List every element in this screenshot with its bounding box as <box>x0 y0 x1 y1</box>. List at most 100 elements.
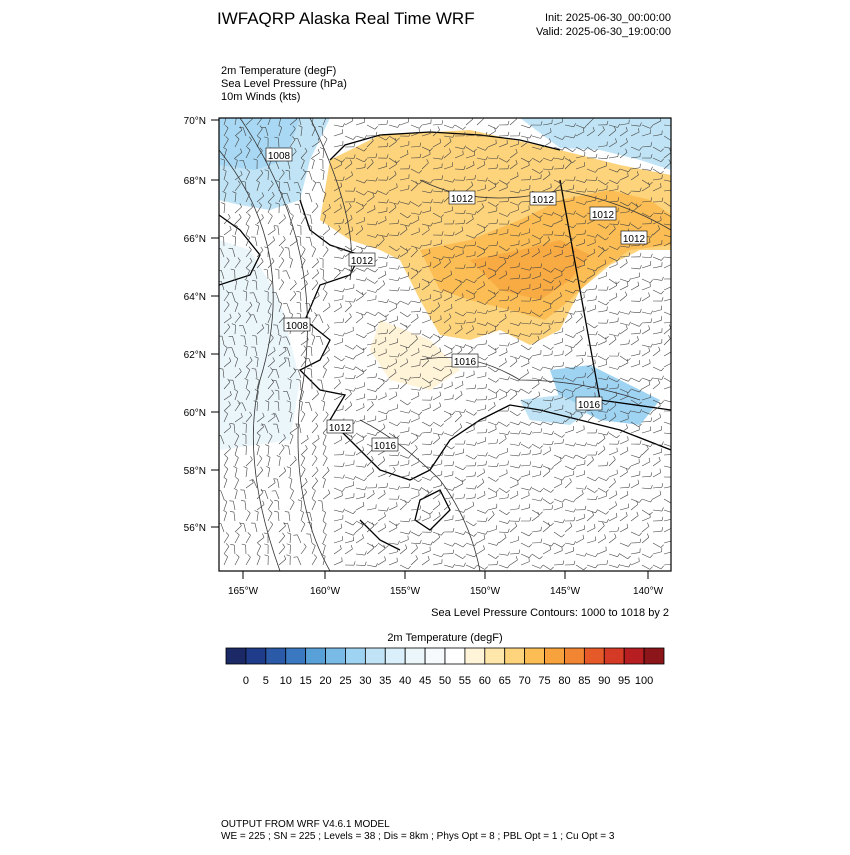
colorbar-label: 60 <box>479 675 491 687</box>
lat-label: 68°N <box>184 176 206 187</box>
map-field <box>217 114 675 571</box>
colorbar-label: 25 <box>339 675 351 687</box>
wind-barb <box>672 380 675 383</box>
wind-barb <box>323 114 326 116</box>
contour-note: Sea Level Pressure Contours: 1000 to 101… <box>431 607 669 619</box>
contour-label: 1016 <box>374 441 397 452</box>
color-box <box>226 648 246 664</box>
colorbar-label: 65 <box>499 675 511 687</box>
color-box <box>266 648 286 664</box>
wind-barb <box>673 473 674 477</box>
color-box <box>584 648 604 664</box>
lon-label: 165°W <box>228 586 259 597</box>
colorbar-label: 90 <box>598 675 610 687</box>
contour-label: 1012 <box>592 210 615 221</box>
lon-label: 150°W <box>470 586 501 597</box>
color-box <box>545 648 565 664</box>
wind-barb <box>673 422 675 425</box>
colorbar-title: 2m Temperature (degF) <box>387 632 502 644</box>
contour-label: 1016 <box>578 400 601 411</box>
wind-barb <box>233 114 237 116</box>
wind-barb <box>268 114 271 116</box>
colorbar-label: 10 <box>280 675 292 687</box>
contour-label: 1016 <box>454 357 477 368</box>
wind-barb <box>672 501 675 504</box>
color-box <box>564 648 584 664</box>
contour-label: 1008 <box>286 321 309 332</box>
lon-label: 140°W <box>633 586 664 597</box>
color-box <box>644 648 664 664</box>
colorbar-label: 55 <box>459 675 471 687</box>
color-box <box>465 648 485 664</box>
colorbar-label: 45 <box>419 675 431 687</box>
color-box <box>246 648 266 664</box>
lon-label: 145°W <box>550 586 581 597</box>
color-box <box>624 648 644 664</box>
wind-barb <box>673 464 675 468</box>
wind-barb <box>673 275 674 279</box>
colorbar-label: 30 <box>359 675 371 687</box>
lon-label: 155°W <box>390 586 421 597</box>
wind-barb <box>673 318 674 322</box>
wind-barb <box>673 145 675 149</box>
color-box <box>385 648 405 664</box>
field-name: 2m Temperature (degF) <box>221 65 336 77</box>
color-box <box>425 648 445 664</box>
wind-barb <box>673 451 674 455</box>
wind-barb <box>673 444 675 447</box>
colorbar-label: 95 <box>618 675 630 687</box>
colorbar-label: 35 <box>379 675 391 687</box>
lat-label: 60°N <box>184 408 206 419</box>
footer: OUTPUT FROM WRF V4.6.1 MODEL <box>221 819 390 830</box>
lat-label: 66°N <box>184 234 206 245</box>
wind-barb <box>673 178 675 182</box>
wind-barb <box>673 254 674 258</box>
color-box <box>604 648 624 664</box>
wind-barb <box>672 138 675 141</box>
field-name: Sea Level Pressure (hPa) <box>221 78 347 90</box>
wind-barb <box>673 234 675 237</box>
colorbar-label: 15 <box>300 675 312 687</box>
color-box <box>326 648 346 664</box>
wind-barb <box>673 407 674 411</box>
contour-label: 1012 <box>532 195 555 206</box>
color-box <box>485 648 505 664</box>
colorbar-label: 75 <box>538 675 550 687</box>
title: IWFAQRP Alaska Real Time WRF <box>217 9 475 28</box>
contour-label: 1012 <box>329 423 352 434</box>
colorbar-label: 40 <box>399 675 411 687</box>
color-box <box>365 648 385 664</box>
wind-barb <box>672 214 675 217</box>
color-box <box>525 648 545 664</box>
wind-barb <box>673 186 674 190</box>
lat-label: 58°N <box>184 466 206 477</box>
colorbar-label: 85 <box>578 675 590 687</box>
wind-barb <box>672 282 673 286</box>
color-box <box>505 648 525 664</box>
lat-label: 56°N <box>184 523 206 534</box>
wind-barb <box>310 114 314 116</box>
contour-label: 1012 <box>451 194 474 205</box>
contour-label: 1008 <box>268 151 291 162</box>
colorbar-label: 20 <box>319 675 331 687</box>
lon-label: 160°W <box>310 586 341 597</box>
colorbar-label: 50 <box>439 675 451 687</box>
colorbar-label: 70 <box>519 675 531 687</box>
colorbar-label: 5 <box>263 675 269 687</box>
init-time: Init: 2025-06-30_00:00:00 <box>545 12 671 24</box>
wind-barb <box>223 114 226 116</box>
color-box <box>306 648 326 664</box>
colorbar-label: 0 <box>243 675 249 687</box>
footer: WE = 225 ; SN = 225 ; Levels = 38 ; Dis … <box>221 831 615 842</box>
wind-barb <box>672 312 674 315</box>
lat-label: 62°N <box>184 350 206 361</box>
wind-barb <box>278 114 281 116</box>
contour-label: 1012 <box>351 256 374 267</box>
colorbar-label: 80 <box>558 675 570 687</box>
contour-label: 1012 <box>623 234 646 245</box>
wind-barb <box>673 122 674 126</box>
wind-barb <box>671 204 674 207</box>
wind-barb <box>673 560 674 564</box>
wind-barb <box>673 222 675 226</box>
